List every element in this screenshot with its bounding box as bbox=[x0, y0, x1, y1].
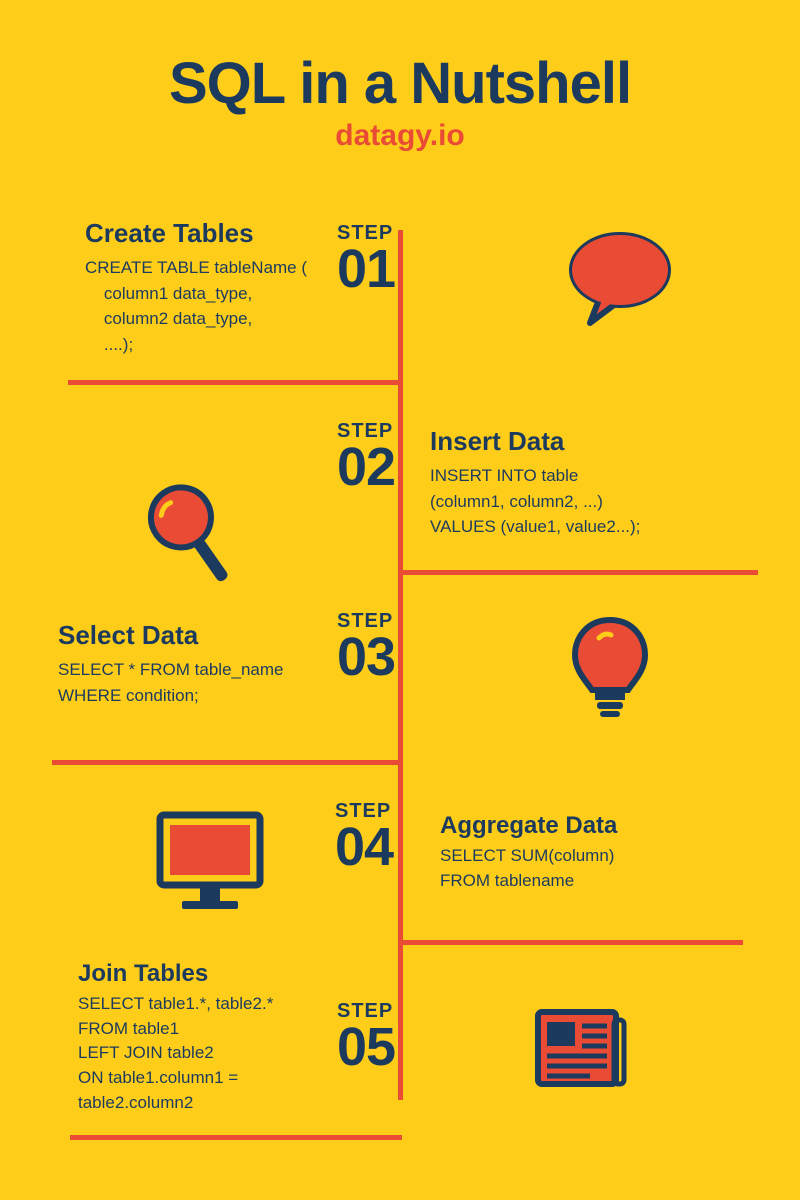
step-code: SELECT * FROM table_name WHERE condition… bbox=[58, 657, 284, 708]
step-03-content: Select Data SELECT * FROM table_name WHE… bbox=[58, 620, 284, 708]
step-03-marker: STEP 03 bbox=[337, 610, 395, 682]
step-04-marker: STEP 04 bbox=[335, 800, 393, 872]
lightbulb-icon bbox=[565, 610, 655, 735]
step-number: 01 bbox=[337, 245, 395, 294]
step-number: 04 bbox=[335, 823, 393, 872]
step-04-content: Aggregate Data SELECT SUM(column) FROM t… bbox=[440, 812, 617, 893]
connector-01 bbox=[68, 380, 403, 385]
step-number: 02 bbox=[337, 443, 395, 492]
connector-05 bbox=[70, 1135, 402, 1140]
step-title: Join Tables bbox=[78, 960, 273, 988]
step-01-content: Create Tables CREATE TABLE tableName ( c… bbox=[85, 218, 307, 357]
step-number: 05 bbox=[337, 1023, 395, 1072]
newspaper-icon bbox=[530, 1000, 630, 1100]
page-subtitle: datagy.io bbox=[0, 119, 800, 153]
speech-bubble-icon bbox=[560, 225, 680, 340]
step-05-marker: STEP 05 bbox=[337, 1000, 395, 1072]
step-title: Insert Data bbox=[430, 426, 640, 457]
step-02-content: Insert Data INSERT INTO table (column1, … bbox=[430, 426, 640, 540]
step-01-marker: STEP 01 bbox=[337, 222, 395, 294]
page-title: SQL in a Nutshell bbox=[0, 0, 800, 117]
step-02-marker: STEP 02 bbox=[337, 420, 395, 492]
step-title: Create Tables bbox=[85, 218, 307, 249]
step-code: SELECT SUM(column) FROM tablename bbox=[440, 844, 617, 893]
step-05-content: Join Tables SELECT table1.*, table2.* FR… bbox=[78, 960, 273, 1115]
connector-04 bbox=[398, 940, 743, 945]
step-code: CREATE TABLE tableName ( column1 data_ty… bbox=[85, 255, 307, 357]
step-code: INSERT INTO table (column1, column2, ...… bbox=[430, 463, 640, 540]
monitor-icon bbox=[150, 805, 270, 920]
timeline-spine bbox=[398, 230, 403, 1100]
magnifier-icon bbox=[118, 458, 272, 618]
step-title: Select Data bbox=[58, 620, 284, 651]
connector-02 bbox=[398, 570, 758, 575]
step-number: 03 bbox=[337, 633, 395, 682]
step-code: SELECT table1.*, table2.* FROM table1 LE… bbox=[78, 992, 273, 1115]
step-title: Aggregate Data bbox=[440, 812, 617, 840]
connector-03 bbox=[52, 760, 402, 765]
